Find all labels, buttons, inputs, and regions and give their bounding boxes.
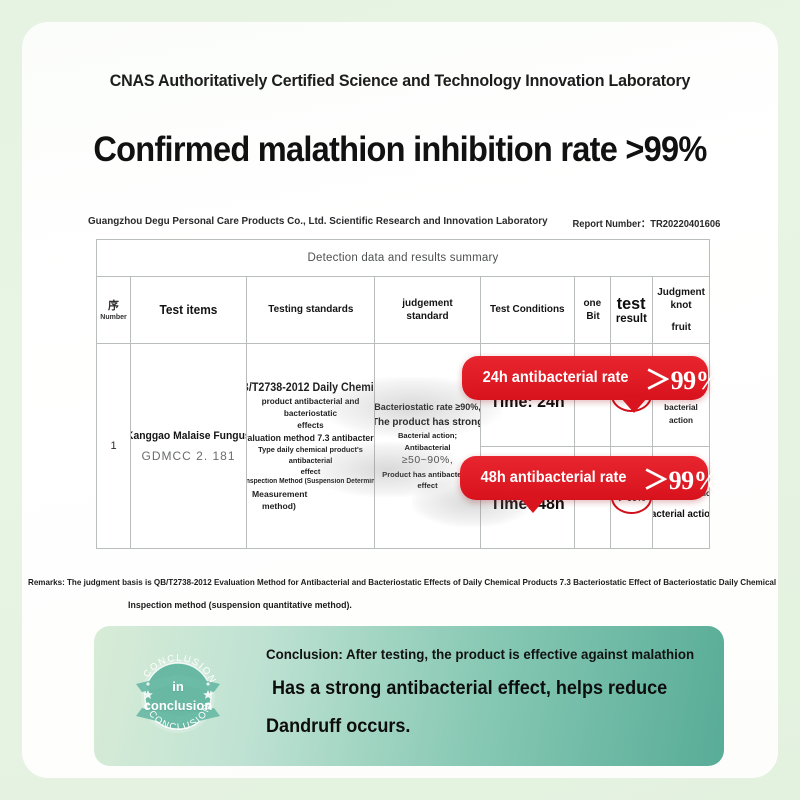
conclusion-seal-text: in conclusion	[126, 678, 230, 716]
remarks-line-2: Inspection method (suspension quantitati…	[128, 600, 352, 610]
column-header-test-conditions: Test Conditions	[481, 277, 575, 343]
conclusion-band: CONCLUSION CONCLUSION in	[94, 626, 724, 766]
callout-24h-label: 24h antibacterial rate	[482, 369, 629, 386]
cell-testing-standards: QB/T2738-2012 Daily Chemical product ant…	[247, 344, 375, 548]
report-number: Report Number：TR20220401606	[572, 215, 720, 230]
test-item-code: GDMCC 2. 181	[141, 448, 236, 463]
callout-48h-pointer	[520, 498, 546, 513]
report-number-value: ：TR20220401606	[640, 219, 720, 230]
conclusion-seal: CONCLUSION CONCLUSION in	[126, 644, 230, 748]
conclusion-seal-icon: CONCLUSION CONCLUSION	[136, 653, 220, 733]
page-subtitle: CNAS Authoritatively Certified Science a…	[109, 72, 691, 90]
column-header-testing-standards: Testing standards	[247, 277, 375, 343]
seal-center-line-1: in	[172, 679, 184, 694]
column-header-judgement-standard: judgement standard	[375, 277, 481, 343]
cell-row-number: 1	[97, 344, 131, 548]
callout-48h-antibacterial-rate: 48h antibacterial rate ＞99%	[460, 456, 720, 513]
callout-48h-label: 48h antibacterial rate	[480, 469, 627, 486]
test-item-name: Kanggao Malaise Fungus	[131, 429, 247, 442]
header-no-cjk: 序	[108, 300, 119, 313]
column-header-unit: one Bit	[575, 277, 611, 343]
callout-24h-pointer	[621, 398, 647, 413]
callout-48h-value: ＞99%	[643, 465, 720, 495]
cell-test-item: Kanggao Malaise Fungus GDMCC 2. 181	[131, 344, 247, 548]
report-number-label: Report Number	[572, 219, 641, 230]
conclusion-line-1: Conclusion: After testing, the product i…	[266, 646, 695, 662]
conclusion-text: Conclusion: After testing, the product i…	[266, 646, 714, 738]
column-header-number: 序 Number	[97, 277, 131, 343]
callout-24h-value: ＞99%	[645, 365, 722, 395]
column-header-test-result: test result	[611, 277, 653, 343]
cell-judgement-standard: Bacteriostatic rate ≥90%, The product ha…	[375, 344, 481, 548]
conclusion-line-2: Has a strong antibacterial effect, helps…	[272, 678, 668, 699]
column-header-judgment-knot: Judgment knot fruit	[657, 285, 705, 334]
seal-center-line-2: conclusion	[143, 697, 213, 713]
page-title: Confirmed malathion inhibition rate >99%	[93, 130, 707, 169]
table-summary-title: Detection data and results summary	[97, 240, 709, 277]
lab-name: Guangzhou Degu Personal Care Products Co…	[88, 215, 548, 227]
callout-24h-antibacterial-rate: 24h antibacterial rate ＞99%	[462, 356, 722, 413]
column-header-test-items: Test items	[131, 277, 247, 343]
table-header-row: 序 Number Test items Testing standards ju…	[97, 277, 709, 344]
content-card: CNAS Authoritatively Certified Science a…	[22, 22, 778, 778]
remarks-line-1: Remarks: The judgment basis is QB/T2738-…	[28, 578, 777, 587]
conclusion-line-3: Dandruff occurs.	[266, 716, 411, 737]
header-no-en: Number	[100, 313, 127, 321]
remarks-block: Remarks: The judgment basis is QB/T2738-…	[22, 578, 778, 610]
